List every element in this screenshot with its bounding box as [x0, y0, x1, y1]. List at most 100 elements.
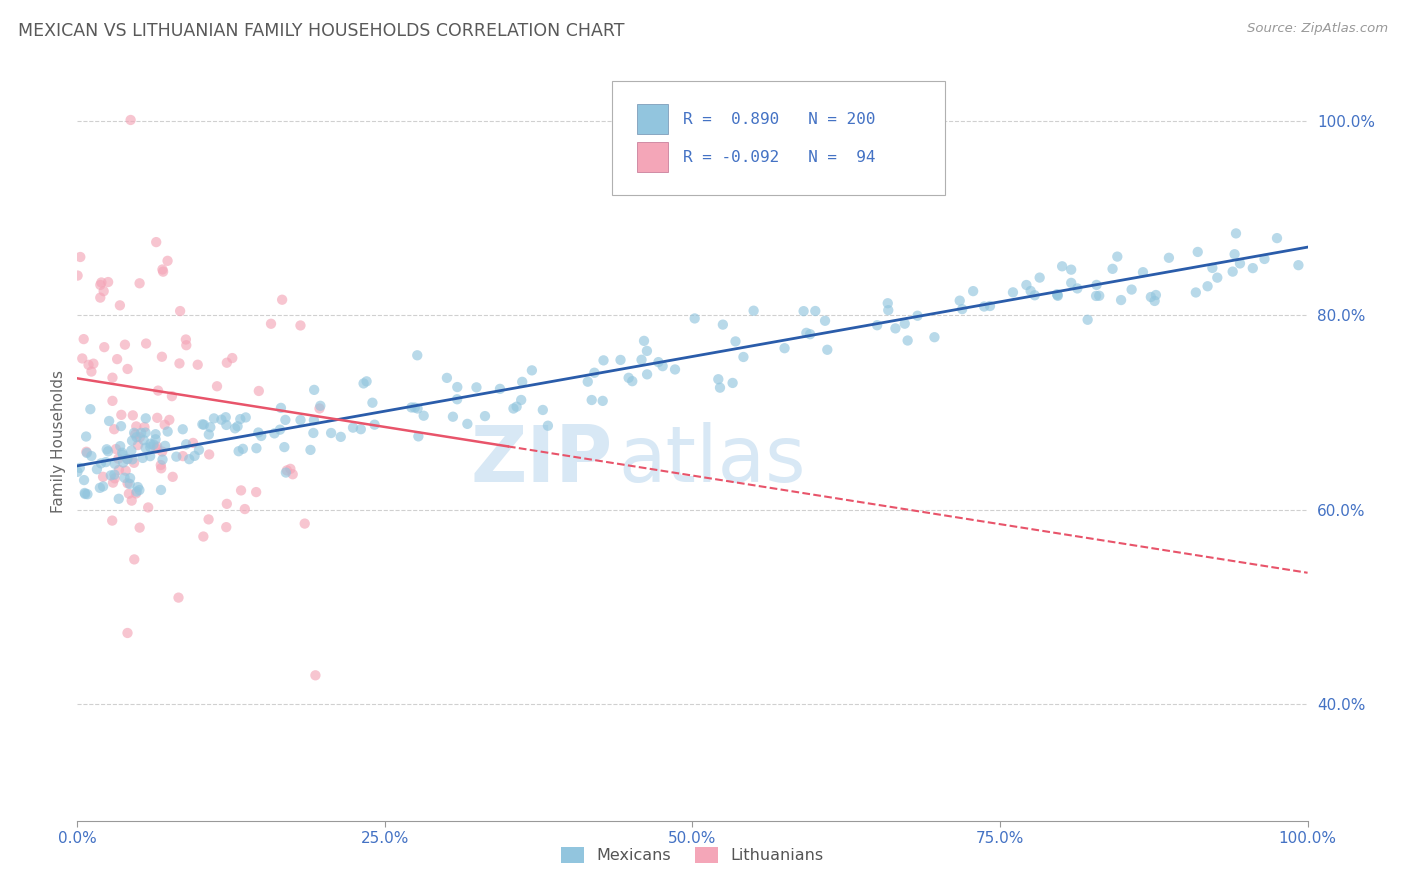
Point: [176, 338, 198, 352]
Point: [1241, 261, 1264, 276]
Point: [165, 450, 187, 464]
Point: [1050, 260, 1073, 274]
Point: [721, 376, 744, 390]
Point: [1143, 293, 1166, 308]
Point: [93, 340, 115, 354]
Point: [150, 461, 173, 475]
Point: [104, 471, 127, 485]
Point: [630, 352, 652, 367]
Point: [145, 442, 167, 456]
Point: [77, 358, 100, 372]
Point: [302, 425, 325, 440]
Point: [69, 250, 91, 264]
Point: [215, 520, 238, 534]
Point: [122, 456, 145, 470]
Point: [117, 362, 139, 376]
Point: [120, 443, 142, 458]
Point: [142, 437, 165, 451]
Point: [121, 434, 143, 448]
Point: [408, 429, 430, 443]
Point: [294, 516, 316, 531]
Point: [209, 412, 232, 426]
Point: [73, 332, 96, 346]
Text: R = -0.092   N =  94: R = -0.092 N = 94: [683, 150, 875, 165]
Point: [342, 420, 364, 434]
Point: [118, 486, 141, 500]
Point: [263, 426, 285, 441]
Point: [804, 304, 827, 318]
FancyBboxPatch shape: [637, 142, 668, 172]
Text: MEXICAN VS LITHUANIAN FAMILY HOUSEHOLDS CORRELATION CHART: MEXICAN VS LITHUANIAN FAMILY HOUSEHOLDS …: [18, 22, 624, 40]
Point: [169, 304, 191, 318]
Point: [247, 384, 270, 398]
Point: [120, 471, 142, 485]
Point: [531, 403, 554, 417]
Point: [711, 318, 734, 332]
Point: [89, 291, 111, 305]
Point: [191, 417, 214, 432]
Point: [103, 467, 125, 482]
Point: [205, 379, 228, 393]
Point: [215, 497, 238, 511]
Point: [136, 500, 159, 515]
Point: [110, 419, 132, 434]
Point: [609, 353, 631, 368]
Point: [224, 421, 246, 435]
Point: [651, 359, 673, 373]
Point: [111, 445, 134, 459]
Point: [94, 455, 117, 469]
Point: [962, 284, 984, 298]
Point: [149, 458, 172, 472]
Point: [280, 462, 302, 476]
Point: [456, 417, 478, 431]
Point: [271, 293, 294, 307]
Point: [1046, 287, 1069, 301]
Point: [150, 350, 173, 364]
Point: [152, 265, 174, 279]
Point: [124, 427, 146, 442]
Point: [107, 491, 129, 506]
Point: [108, 439, 131, 453]
Point: [793, 304, 815, 318]
Point: [183, 449, 205, 463]
Point: [117, 476, 139, 491]
Point: [156, 425, 179, 439]
Point: [128, 521, 150, 535]
Point: [709, 381, 731, 395]
Point: [121, 452, 143, 467]
Point: [866, 318, 889, 333]
Point: [202, 411, 225, 425]
Point: [221, 351, 243, 365]
Point: [232, 442, 254, 456]
Point: [1046, 289, 1069, 303]
Point: [80, 365, 103, 379]
Point: [1046, 288, 1069, 302]
Point: [103, 422, 125, 436]
Point: [134, 420, 156, 434]
Point: [636, 368, 658, 382]
Point: [1085, 289, 1108, 303]
Point: [799, 327, 821, 342]
Point: [1024, 288, 1046, 302]
Point: [273, 440, 295, 454]
Point: [404, 401, 426, 415]
Point: [150, 483, 173, 497]
Point: [1060, 276, 1083, 290]
Point: [122, 425, 145, 440]
Point: [1201, 260, 1223, 275]
Point: [128, 277, 150, 291]
Point: [197, 512, 219, 526]
Point: [128, 483, 150, 497]
Point: [112, 456, 135, 470]
Point: [198, 447, 221, 461]
Point: [446, 392, 468, 407]
Point: [80, 449, 103, 463]
Point: [510, 392, 533, 407]
Point: [128, 430, 150, 444]
Point: [949, 293, 972, 308]
Point: [621, 374, 644, 388]
Point: [406, 348, 429, 362]
Point: [950, 302, 973, 317]
Point: [108, 298, 131, 312]
Point: [66, 465, 89, 479]
